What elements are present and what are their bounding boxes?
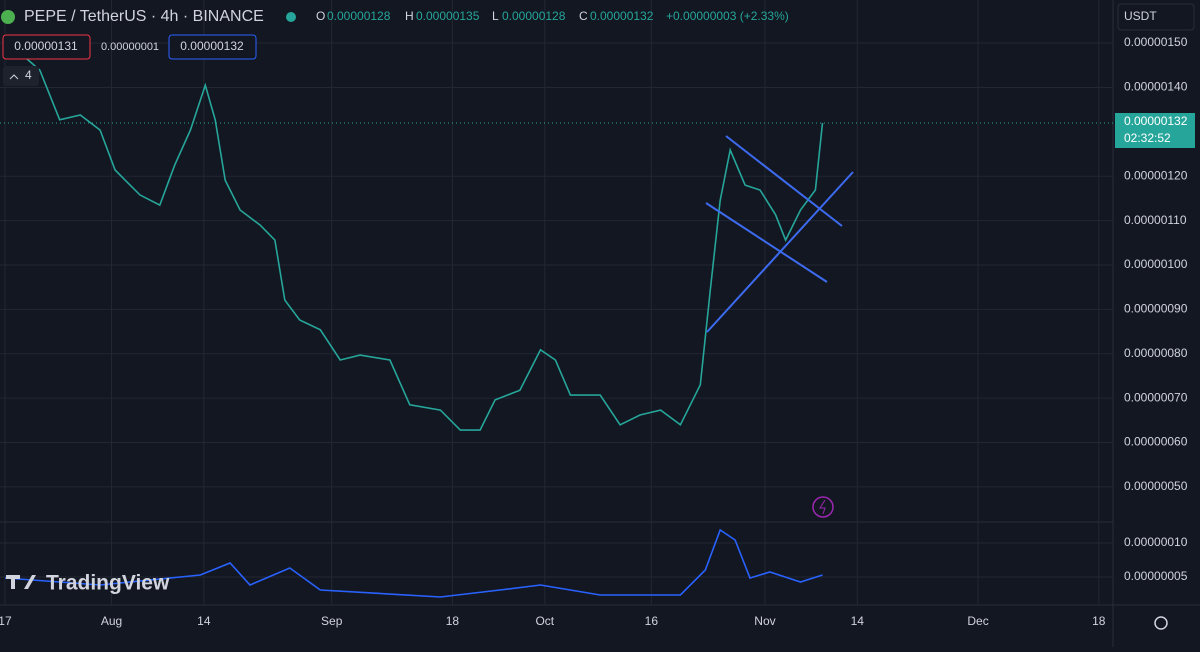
y-tick-label: 0.00000100 (1124, 257, 1188, 271)
last-price: 0.00000132 (1124, 114, 1188, 128)
y-tick-label: 0.00000070 (1124, 390, 1188, 404)
currency-select[interactable] (1117, 3, 1195, 31)
brand-logo (6, 575, 36, 589)
ohlc-value: 0.00000135 (416, 9, 480, 23)
chevron-icon (9, 74, 19, 80)
brand-name: TradingView (46, 572, 170, 595)
y-tick-label: 0.00000150 (1124, 35, 1188, 49)
price-line (4, 528, 823, 598)
symbol-title[interactable]: PEPE / TetherUS · 4h · BINANCE (24, 8, 264, 25)
x-tick-label: Aug (101, 614, 122, 628)
ohlc-label: H (405, 9, 414, 23)
currency[interactable]: USDT (1124, 9, 1157, 23)
price-line (4, 39, 824, 431)
indicator-count[interactable]: 4 (25, 68, 32, 82)
trend-line (725, 135, 843, 227)
last-price-tag (1115, 113, 1195, 148)
alert-icon[interactable] (812, 496, 834, 518)
y-tick-label: 0.00000120 (1124, 168, 1188, 182)
ohlc-value: 0.00000128 (502, 9, 566, 23)
y-tick-label: 0.00000090 (1124, 302, 1188, 316)
x-tick-label: 14 (851, 614, 865, 628)
y-tick-label: 0.00000060 (1124, 435, 1188, 449)
bolt-icon (819, 499, 826, 515)
sell-button[interactable] (2, 34, 91, 60)
indicator-toggle[interactable] (3, 66, 39, 86)
price-change: +0.00000003 (+2.33%) (666, 9, 789, 23)
symbol-icon[interactable] (1, 10, 15, 24)
y-tick-label: 0.00000110 (1124, 213, 1187, 227)
ask-price[interactable]: 0.00000132 (180, 39, 244, 53)
y-tick-label: 0.00000140 (1124, 80, 1188, 94)
bid-price[interactable]: 0.00000131 (14, 39, 78, 53)
x-tick-label: 14 (197, 614, 211, 628)
ohlc-label: C (579, 9, 588, 23)
countdown: 02:32:52 (1124, 131, 1171, 145)
ohlc-value: 0.00000132 (590, 9, 654, 23)
x-tick-label: 17 (0, 614, 12, 628)
ohlc-value: 0.00000128 (327, 9, 391, 23)
x-tick-label: Nov (754, 614, 775, 628)
y-tick-label: 0.00000010 (1124, 535, 1188, 549)
ohlc-label: O (316, 9, 325, 23)
trend-line (705, 202, 828, 283)
x-tick-label: Oct (535, 614, 554, 628)
settings-icon[interactable] (1154, 616, 1168, 630)
market-status (286, 12, 296, 22)
x-tick-label: 18 (1092, 614, 1106, 628)
x-tick-label: Dec (967, 614, 988, 628)
y-tick-label: 0.00000050 (1124, 479, 1188, 493)
plot-area (0, 0, 1113, 605)
x-tick-label: Sep (321, 614, 343, 628)
x-tick-label: 16 (645, 614, 659, 628)
ohlc-label: L (492, 9, 499, 23)
drawings (705, 135, 854, 333)
spread: 0.00000001 (101, 41, 159, 53)
x-tick-label: 18 (446, 614, 460, 628)
y-tick-label: 0.00000005 (1124, 569, 1188, 583)
buy-button[interactable] (168, 34, 257, 60)
y-tick-label: 0.00000080 (1124, 346, 1188, 360)
